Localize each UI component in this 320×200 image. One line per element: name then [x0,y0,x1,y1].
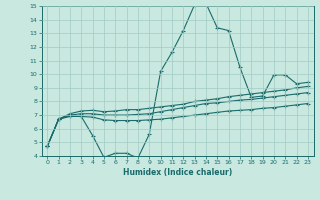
X-axis label: Humidex (Indice chaleur): Humidex (Indice chaleur) [123,168,232,177]
